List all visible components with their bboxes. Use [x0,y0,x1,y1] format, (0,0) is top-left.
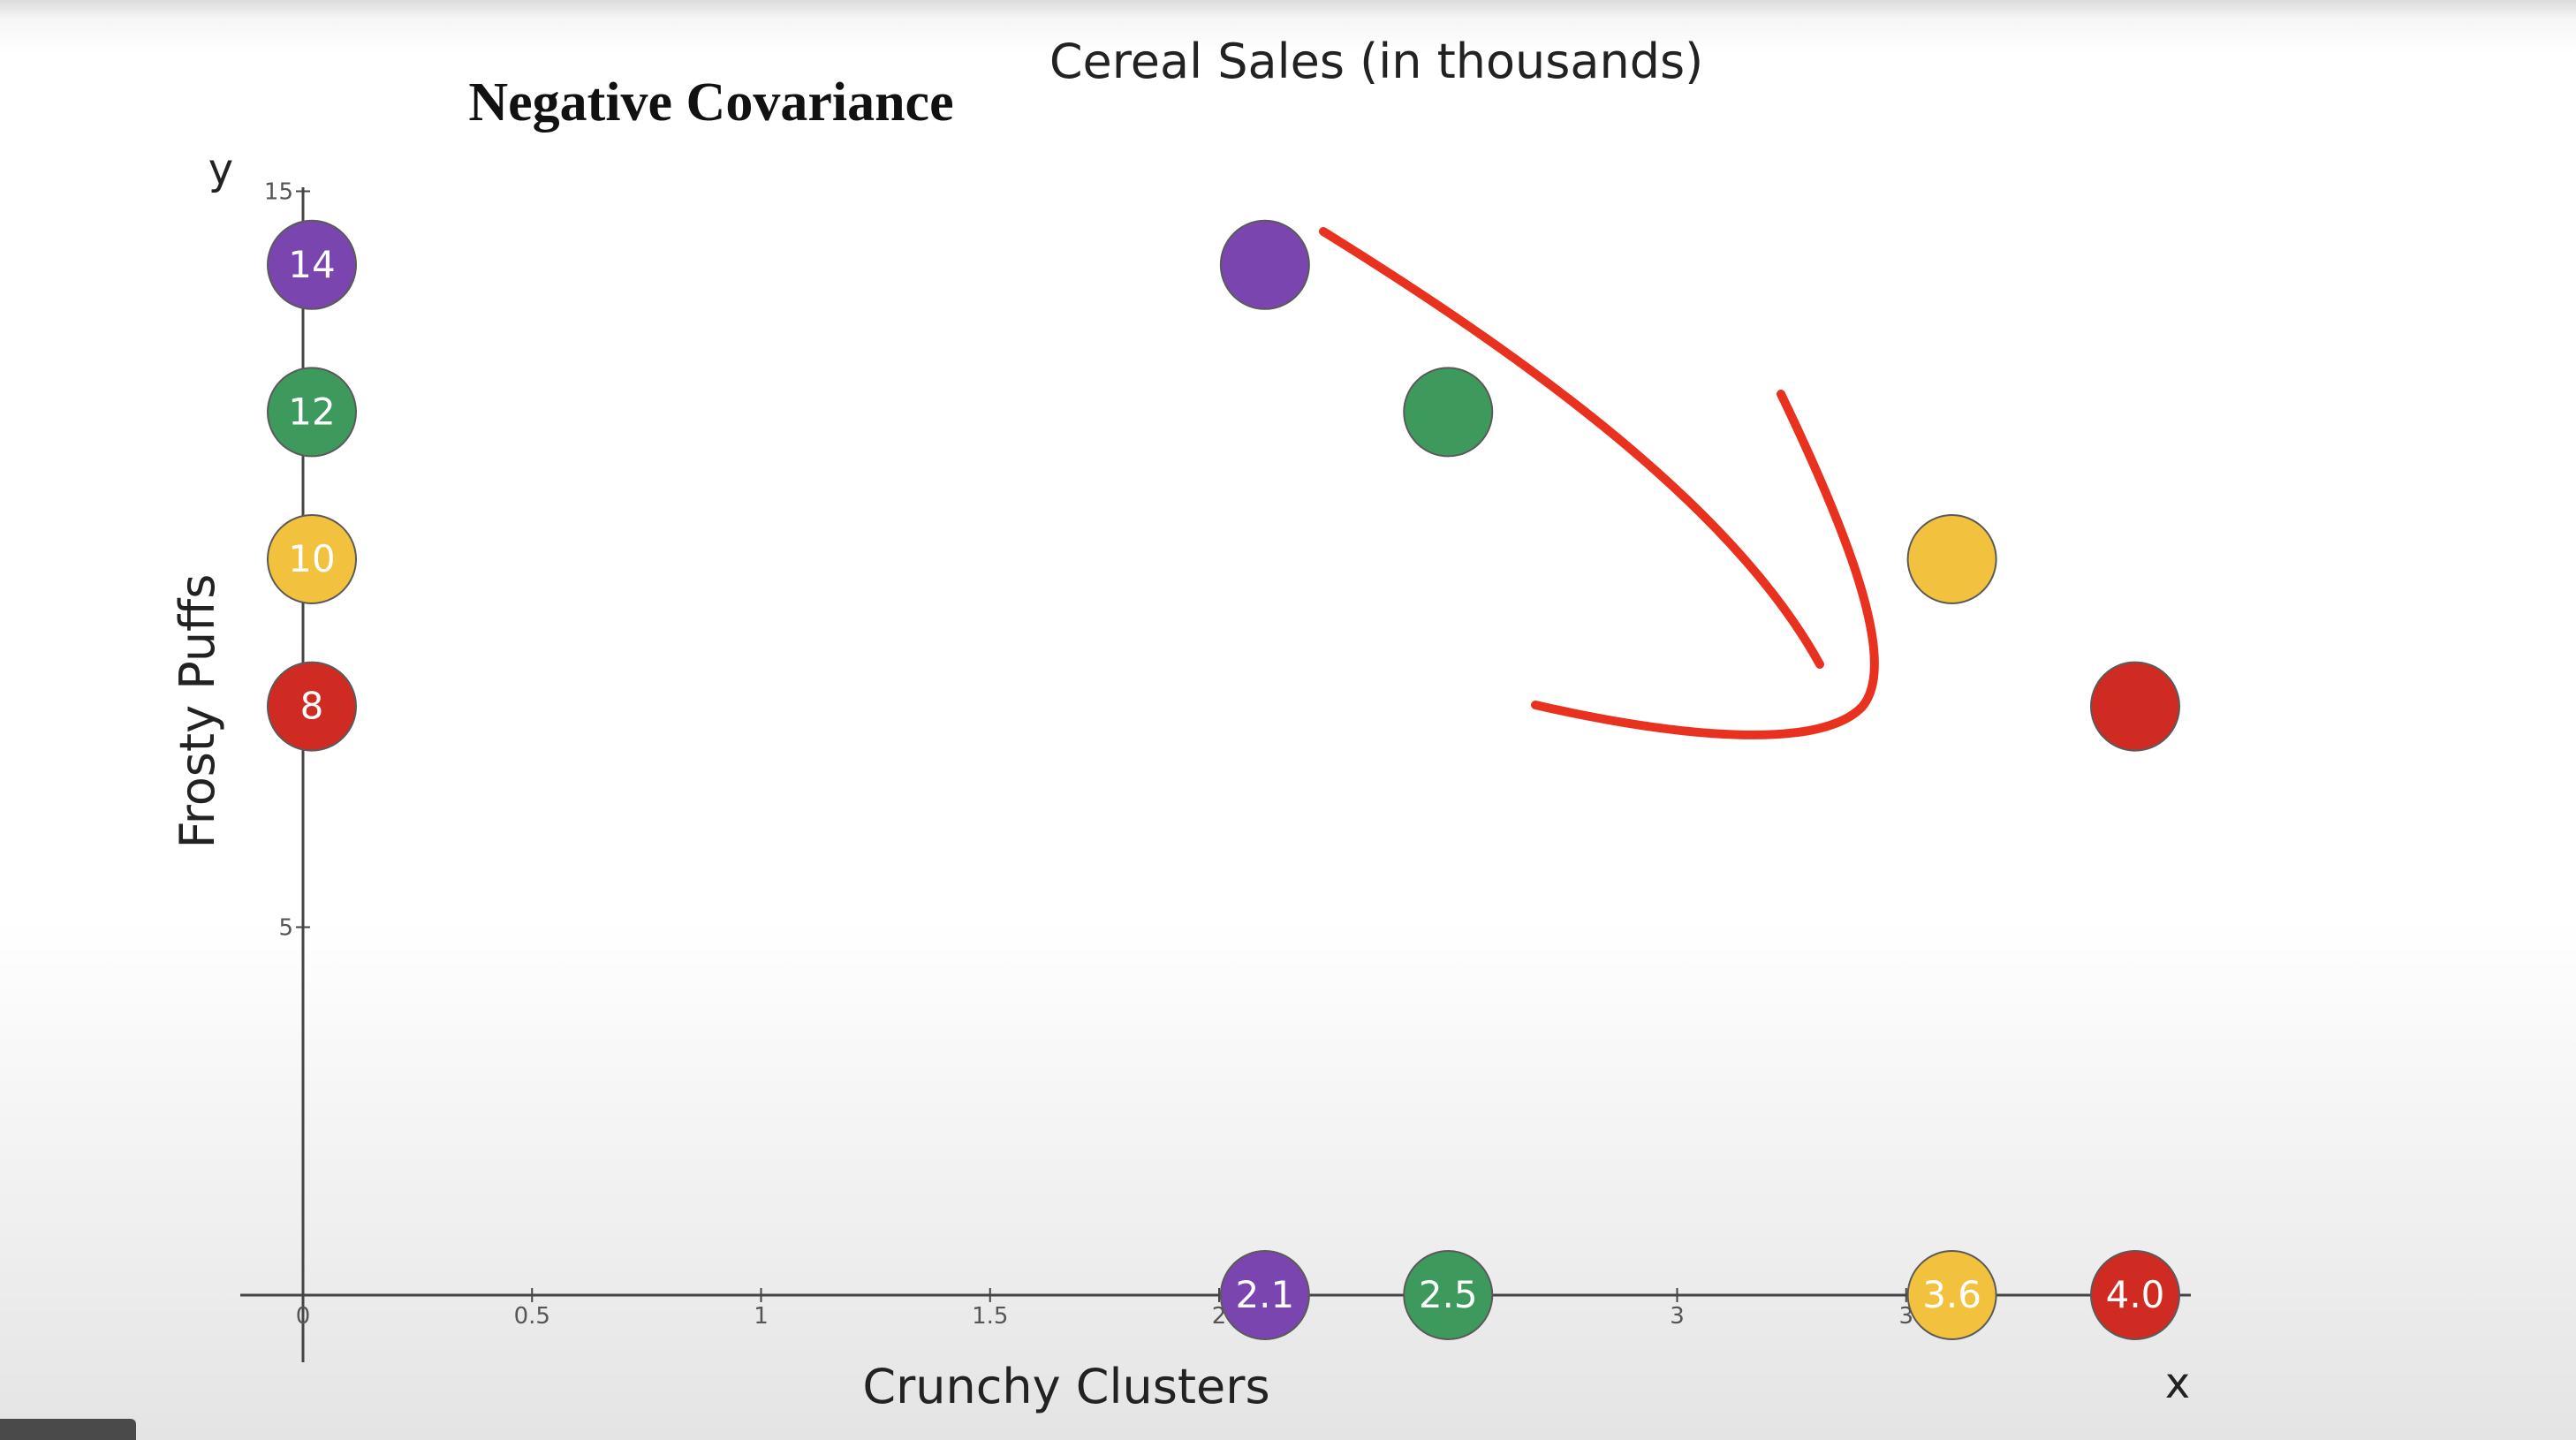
y-value-marker [267,661,357,752]
y-value-label: 12 [288,390,335,433]
y-value-marker [267,514,357,604]
x-value-marker [1906,1250,1997,1340]
points-layer [1219,219,2180,752]
data-point [2090,661,2180,752]
chart-title: Cereal Sales (in thousands) [1049,34,1703,89]
data-point [1403,367,1494,458]
y-value-label: 10 [288,537,335,580]
x-value-marker [1219,1250,1310,1340]
x-axis-markers: 2.1 2.5 3.6 4.0 [1219,1250,2180,1340]
data-point [1906,514,1997,604]
y-tick-label: 15 [264,179,293,206]
y-axis-markers: 14 12 10 8 [267,219,357,752]
y-value-label: 8 [300,685,324,728]
y-value-marker [267,219,357,310]
x-axis-letter: x [2165,1359,2190,1408]
x-axis-ticks: 0 0.5 1 1.5 2 3 3 [296,1288,1913,1330]
x-tick-label: 1 [754,1303,769,1330]
x-tick-label: 3 [1670,1303,1685,1330]
x-value-label: 2.1 [1235,1273,1294,1316]
page-heading: Negative Covariance [468,72,953,133]
corner-tab [0,1419,136,1440]
y-axis-label: Frosty Puffs [170,574,225,849]
y-axis-letter: y [208,145,233,194]
x-value-marker [1403,1250,1494,1340]
y-value-marker [267,367,357,458]
x-value-label: 2.5 [1419,1273,1478,1316]
x-tick-label: 1.5 [972,1303,1008,1330]
data-point [1219,219,1310,310]
x-axis-label: Crunchy Clusters [862,1359,1269,1414]
x-value-label: 3.6 [1922,1273,1981,1316]
trend-arrow-head [1531,390,1879,739]
y-axis-ticks: 5 15 [264,179,310,942]
trend-arrow-annotation [1319,227,1879,739]
y-value-label: 14 [288,243,335,286]
x-value-marker [2090,1250,2180,1340]
x-value-label: 4.0 [2106,1273,2165,1316]
trend-arrow-shaft [1319,227,1824,669]
axes [240,187,2191,1362]
y-tick-label: 5 [278,915,293,942]
x-tick-label: 0.5 [514,1303,550,1330]
x-tick-label: 0 [296,1303,311,1330]
